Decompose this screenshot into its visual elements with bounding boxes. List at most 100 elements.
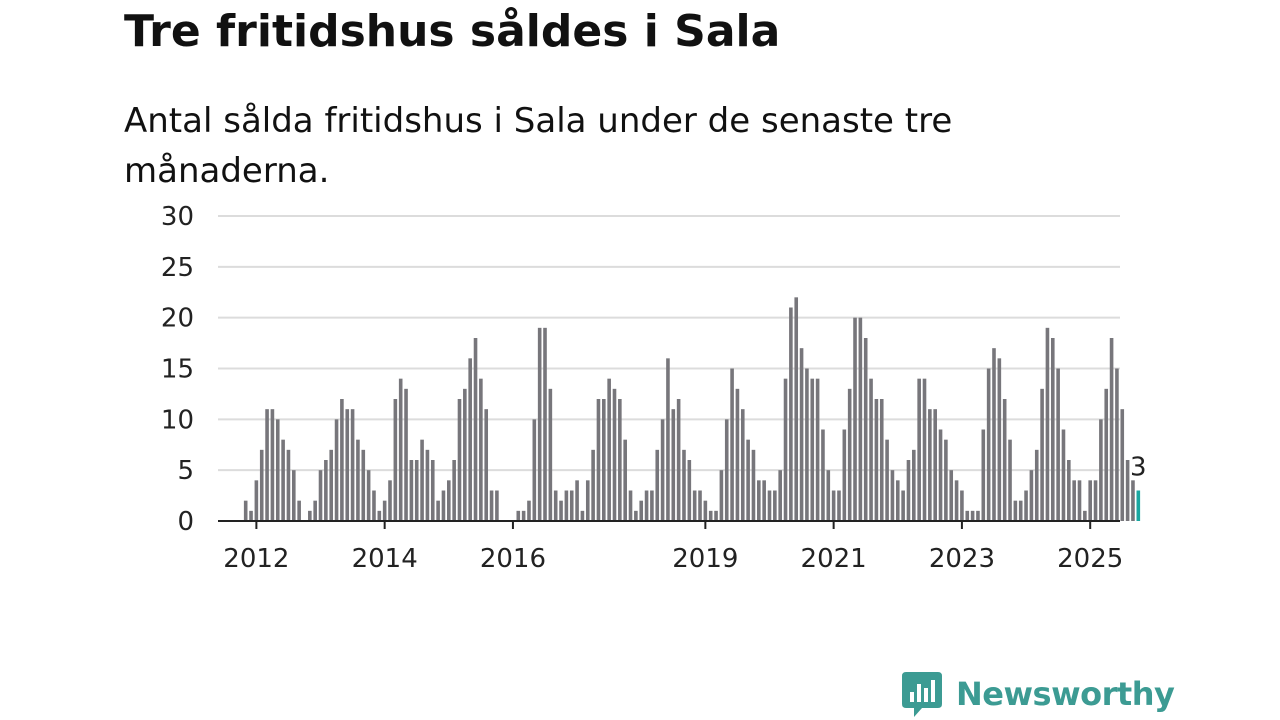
bar (388, 480, 392, 521)
bar (858, 317, 863, 521)
bar (773, 490, 777, 521)
bar (607, 378, 611, 521)
bar (447, 480, 451, 521)
bar (532, 419, 537, 521)
bar (291, 470, 296, 521)
bar (361, 449, 366, 521)
bar (1099, 419, 1103, 521)
y-tick-label: 20 (161, 304, 194, 334)
x-tick-label: 2025 (1057, 544, 1123, 574)
bar (495, 490, 499, 521)
bar (356, 439, 360, 521)
bar (1061, 429, 1066, 521)
bar (650, 490, 654, 521)
bar (602, 399, 606, 521)
bar (628, 490, 633, 521)
bar (612, 388, 617, 521)
x-tick-label: 2021 (801, 544, 867, 574)
bar (1093, 480, 1098, 521)
bar (580, 510, 585, 521)
bar (1115, 368, 1119, 521)
x-tick-label: 2016 (480, 544, 546, 574)
bar (436, 500, 440, 521)
bar (591, 449, 595, 521)
chart-subtitle: Antal sålda fritidshus i Sala under de s… (124, 101, 953, 191)
bar (548, 388, 553, 521)
bar (484, 409, 489, 521)
bar (965, 510, 970, 521)
bar (1072, 480, 1076, 521)
bar (655, 449, 660, 521)
bar (815, 378, 820, 521)
bar (270, 409, 275, 521)
bar (1067, 460, 1071, 521)
bar (810, 378, 815, 521)
bar (463, 388, 467, 521)
bar (1056, 368, 1060, 521)
bar (751, 449, 756, 521)
bar (286, 449, 291, 521)
bar (906, 460, 911, 521)
chat-bar-chart-icon (902, 672, 942, 717)
bar (789, 307, 793, 521)
bar (869, 378, 873, 521)
bar (634, 510, 638, 521)
bar (757, 480, 761, 521)
bar (1120, 409, 1125, 521)
bar (350, 409, 355, 521)
bar (805, 368, 809, 521)
bar (618, 399, 622, 521)
bar (724, 419, 729, 521)
bar (318, 470, 323, 521)
bar (1050, 338, 1055, 521)
bar (473, 338, 478, 521)
bar (404, 388, 408, 521)
x-tick-label: 2014 (352, 544, 418, 574)
bar (970, 510, 975, 521)
bar (986, 368, 991, 521)
bar (826, 470, 831, 521)
bar (997, 358, 1002, 521)
bar (254, 480, 259, 521)
y-tick-label: 15 (161, 355, 194, 385)
bar (944, 439, 948, 521)
bar (441, 490, 446, 521)
x-tick-label: 2012 (223, 544, 289, 574)
bar (933, 409, 937, 521)
bar (1018, 500, 1023, 521)
bar (783, 378, 788, 521)
bar (452, 460, 456, 521)
bar (912, 449, 916, 521)
bar (938, 429, 943, 521)
bar (575, 480, 579, 521)
bar (698, 490, 702, 521)
bar (372, 490, 376, 521)
bar (879, 399, 884, 521)
bar (425, 449, 430, 521)
bar (666, 358, 670, 521)
bar (569, 490, 574, 521)
bar (1029, 470, 1034, 521)
bar (623, 439, 627, 521)
bar (259, 449, 264, 521)
bar (847, 388, 852, 521)
y-tick-label: 30 (161, 202, 194, 232)
bar (799, 348, 804, 521)
bar (468, 358, 472, 521)
chart-title: Tre fritidshus såldes i Sala (124, 6, 781, 57)
bar (1002, 399, 1007, 521)
bar (831, 490, 836, 521)
bar (382, 500, 387, 521)
bar (585, 480, 590, 521)
bar (543, 327, 547, 521)
bar (746, 439, 750, 521)
bar (249, 510, 253, 521)
x-tick-label: 2019 (672, 544, 738, 574)
bar (960, 490, 964, 521)
bar (676, 399, 681, 521)
bar (313, 500, 317, 521)
bar (377, 510, 382, 521)
bar (559, 500, 563, 521)
bar (708, 510, 713, 521)
